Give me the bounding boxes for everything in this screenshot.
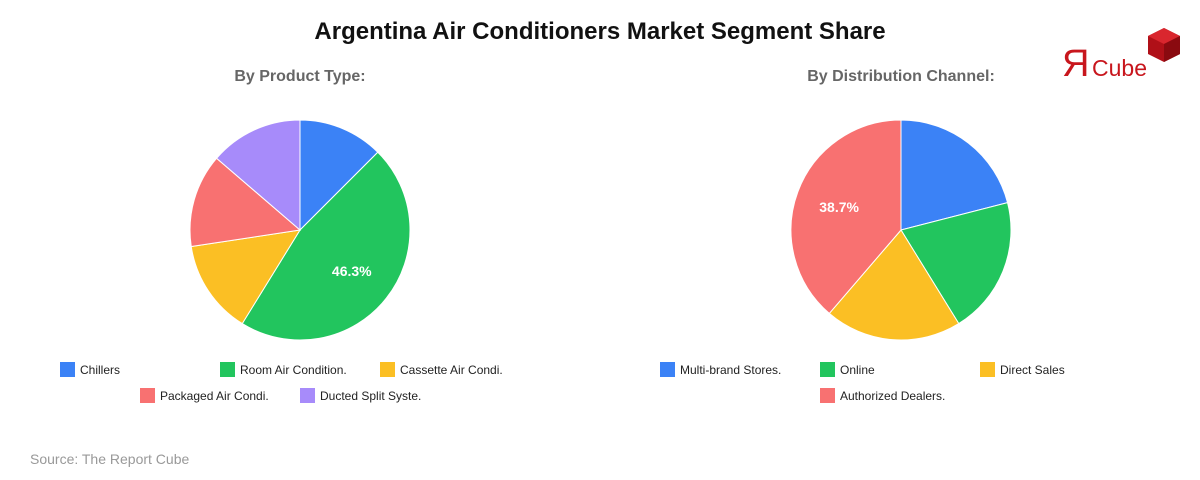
- legend-label: Ducted Split Syste.: [320, 388, 422, 403]
- slice-value-label: 38.7%: [819, 199, 859, 215]
- legend-item-room-air[interactable]: Room Air Condition.: [220, 362, 347, 377]
- legend-item-packaged[interactable]: Packaged Air Condi.: [140, 388, 269, 403]
- logo-mark: Я: [1062, 43, 1089, 84]
- legend-label: Packaged Air Condi.: [160, 388, 269, 403]
- legend-label: Room Air Condition.: [240, 362, 347, 377]
- pie-slice[interactable]: [241, 151, 411, 341]
- pie-product-type: 46.3%: [189, 119, 411, 341]
- legend-label: Authorized Dealers.: [840, 388, 946, 403]
- legend-swatch: [660, 362, 675, 377]
- legend-swatch: [140, 388, 155, 403]
- legend-swatch: [220, 362, 235, 377]
- legend-item-ducted-split[interactable]: Ducted Split Syste.: [300, 388, 421, 403]
- source-note: Source: The Report Cube: [30, 451, 190, 467]
- legend-label: Chillers: [80, 362, 121, 377]
- pie-distribution-channel: 38.7%: [790, 119, 1012, 341]
- legend-label: Cassette Air Condi.: [400, 362, 503, 377]
- cube-logo-icon: Я Cube: [1062, 28, 1180, 85]
- pie-slice[interactable]: [215, 119, 301, 232]
- logo-text: Cube: [1092, 55, 1147, 81]
- legend-item-direct-sales[interactable]: Direct Sales: [980, 362, 1065, 377]
- legend-swatch: [820, 362, 835, 377]
- legend-item-multi-brand[interactable]: Multi-brand Stores.: [660, 362, 781, 377]
- report-cube-logo: Я Cube: [1060, 24, 1185, 85]
- pie-slice[interactable]: [900, 119, 1009, 231]
- legend-swatch: [60, 362, 75, 377]
- legend-swatch: [980, 362, 995, 377]
- legend-item-authorized-dealers[interactable]: Authorized Dealers.: [820, 388, 945, 403]
- pie-slice[interactable]: [299, 119, 379, 232]
- legend-item-cassette[interactable]: Cassette Air Condi.: [380, 362, 503, 377]
- pie-slice[interactable]: [828, 229, 960, 341]
- legend-item-chillers[interactable]: Chillers: [60, 362, 120, 377]
- legend-label: Online: [840, 362, 875, 377]
- pie-slice[interactable]: [190, 229, 301, 325]
- pie-slice[interactable]: [189, 157, 302, 248]
- chart-title: Argentina Air Conditioners Market Segmen…: [314, 18, 886, 45]
- legend-swatch: [820, 388, 835, 403]
- legend-swatch: [380, 362, 395, 377]
- legend-label: Direct Sales: [1000, 362, 1065, 377]
- legend-label: Multi-brand Stores.: [680, 362, 782, 377]
- slice-value-label: 46.3%: [332, 263, 372, 279]
- pie-slice[interactable]: [900, 202, 1012, 325]
- legend-item-online[interactable]: Online: [820, 362, 875, 377]
- subtitle-product-type: By Product Type:: [234, 68, 366, 85]
- subtitle-distribution-channel: By Distribution Channel:: [807, 68, 995, 85]
- pie-slice[interactable]: [790, 119, 902, 315]
- legend-swatch: [300, 388, 315, 403]
